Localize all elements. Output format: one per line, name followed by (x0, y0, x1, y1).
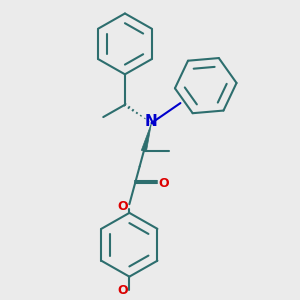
Text: O: O (158, 177, 169, 190)
Polygon shape (141, 123, 152, 152)
Text: O: O (118, 284, 128, 297)
Text: N: N (145, 114, 157, 129)
Text: O: O (118, 200, 128, 213)
